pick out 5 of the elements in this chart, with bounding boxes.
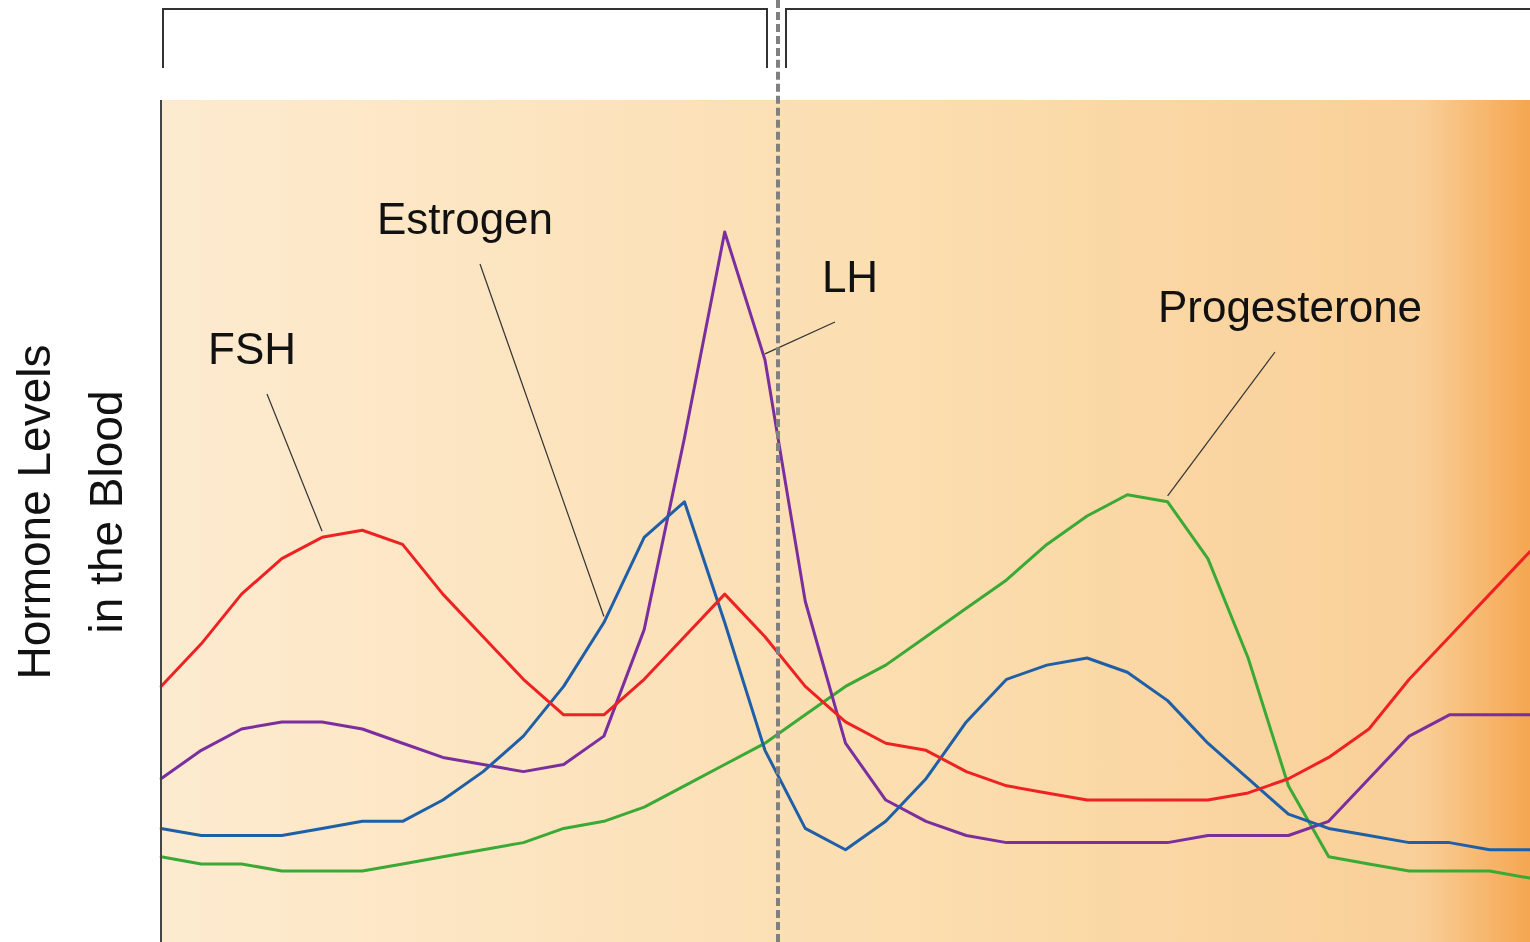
text: Progesterone: [1157, 282, 1423, 332]
text: Estrogen: [376, 194, 554, 244]
y-axis-title: Hormone Levels in the Blood: [7, 343, 133, 682]
series-label: LH: [821, 252, 879, 302]
text: FSH: [208, 324, 296, 374]
